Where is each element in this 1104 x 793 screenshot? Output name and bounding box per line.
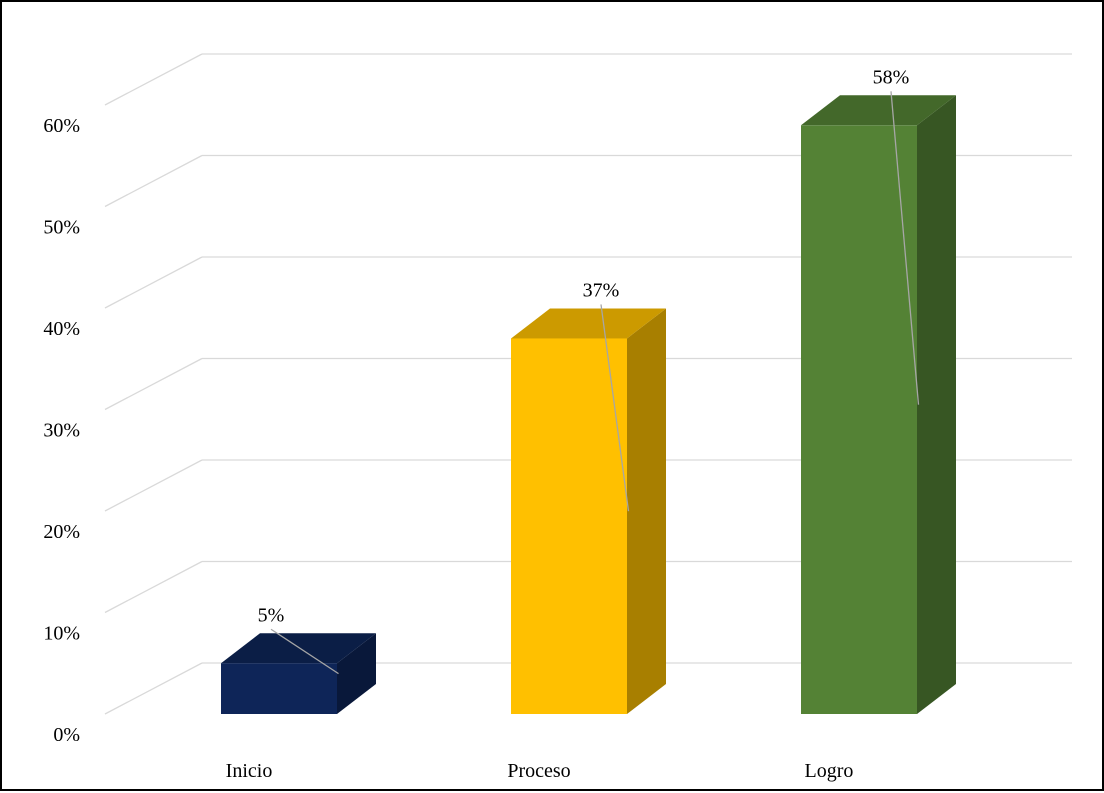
bar-side: [337, 633, 376, 714]
bar-proceso: [511, 308, 666, 714]
gridline-side: [104, 53, 203, 106]
gridline-side: [104, 662, 203, 715]
bar-top: [511, 308, 666, 339]
y-tick-label: 20%: [43, 521, 80, 543]
y-tick-label: 40%: [43, 318, 80, 340]
y-tick-label: 60%: [43, 115, 80, 137]
bar-front: [511, 338, 627, 714]
bar-top: [801, 95, 956, 126]
y-tick-label: 10%: [43, 623, 80, 645]
gridline-side: [104, 560, 203, 614]
y-tick-label: 30%: [43, 420, 80, 442]
gridline-side: [104, 256, 203, 309]
x-axis-categories: Inicio Proceso Logro: [226, 760, 854, 782]
bar-inicio: [221, 633, 376, 714]
leader-line: [890, 91, 920, 405]
bar-side: [627, 308, 666, 714]
x-category-label: Inicio: [226, 760, 273, 782]
y-axis-ticks: 0% 10% 20% 30% 40% 50% 60%: [43, 115, 80, 746]
bars: [221, 95, 956, 715]
x-category-label: Proceso: [507, 760, 570, 782]
gridline-side: [104, 154, 203, 208]
x-category-label: Logro: [805, 760, 854, 782]
bar-logro: [801, 95, 956, 715]
y-tick-label: 0%: [53, 724, 80, 746]
data-label: 58%: [873, 66, 910, 88]
data-label: 5%: [258, 604, 285, 626]
bar-side: [917, 95, 956, 715]
gridline-side: [104, 357, 203, 411]
leader-line: [270, 628, 339, 675]
gridline-side: [104, 459, 203, 512]
data-label: 37%: [583, 279, 620, 301]
bar-front: [801, 125, 917, 715]
y-tick-label: 50%: [43, 217, 80, 239]
data-labels: 5% 37% 58%: [258, 66, 920, 675]
bar-top: [221, 633, 376, 664]
bar-front: [221, 663, 337, 714]
leader-line: [600, 304, 630, 512]
